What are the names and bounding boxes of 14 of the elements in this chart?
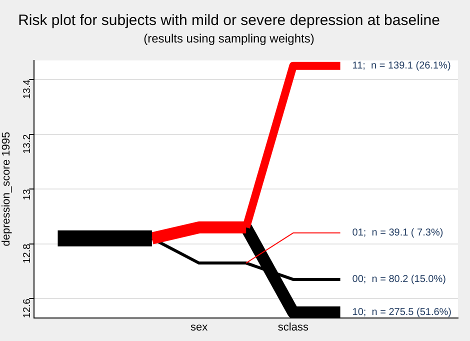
chart-title: Risk plot for subjects with mild or severe depression at baseline <box>18 12 440 30</box>
annotation: 00; n = 80.2 (15.0%) <box>352 274 446 286</box>
annotation: 11; n = 139.1 (26.1%) <box>352 60 451 72</box>
x-tick-label: sex <box>190 321 208 334</box>
y-tick-label: 12.8 <box>22 243 33 264</box>
y-tick-label: 13.4 <box>22 79 33 100</box>
x-tick-label: sclass <box>278 321 309 334</box>
y-tick-label: 12.6 <box>22 298 33 318</box>
annotation: 10; n = 275.5 (51.6%) <box>352 307 452 318</box>
chart-subtitle: (results using sampling weights) <box>144 32 314 46</box>
annotation: 01; n = 39.1 ( 7.3%) <box>352 228 444 239</box>
y-tick-label: 13.2 <box>22 134 33 154</box>
y-axis-title: depression_score 1995 <box>0 132 13 246</box>
y-tick-label: 13 <box>22 188 33 200</box>
